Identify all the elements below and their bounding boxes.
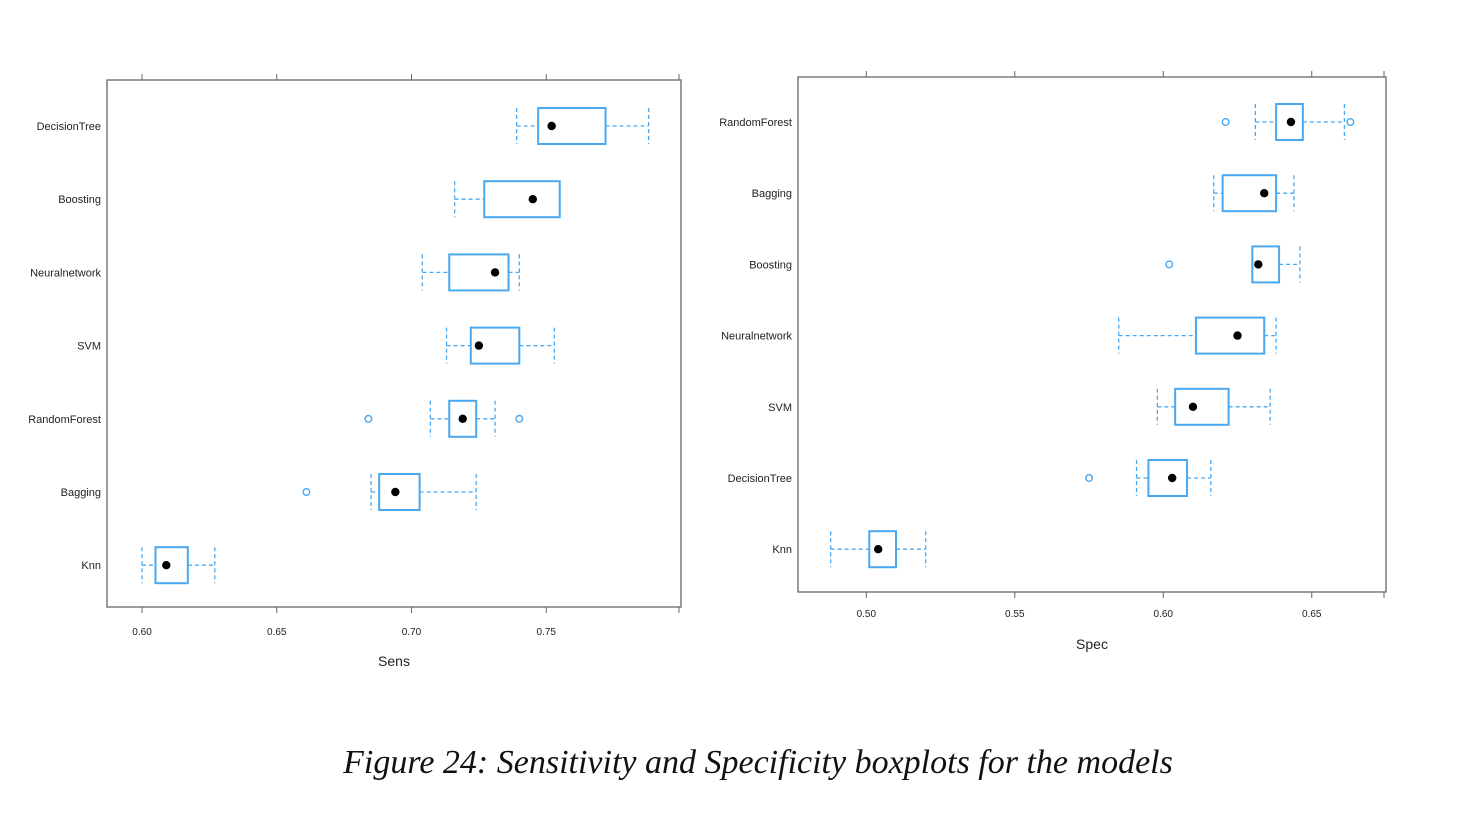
iqr-box bbox=[1147, 459, 1189, 497]
iqr-box bbox=[378, 473, 421, 511]
median-dot bbox=[873, 545, 883, 554]
iqr-box bbox=[1275, 103, 1304, 141]
iqr-box bbox=[483, 180, 561, 219]
sensitivity-boxplot-panel: 0.60 0.65 0.70 0.75 Sens DecisionTree Boosting… bbox=[28, 74, 682, 669]
x-axis-title: Spec bbox=[1076, 636, 1108, 652]
boxplot-decisiontree: DecisionTree bbox=[37, 107, 650, 145]
boxplot-boosting: Boosting bbox=[58, 180, 561, 219]
iqr-box bbox=[469, 326, 521, 365]
outlier-point bbox=[364, 414, 373, 423]
boxplot-decisiontree: DecisionTree bbox=[728, 459, 1212, 497]
boxplot-bagging: Bagging bbox=[752, 174, 1295, 213]
iqr-box bbox=[1251, 245, 1281, 284]
median-dot bbox=[1254, 260, 1263, 269]
median-dot bbox=[458, 414, 467, 423]
median-dot bbox=[162, 561, 171, 570]
boxplot-randomforest: RandomForest bbox=[719, 103, 1355, 141]
median-dot bbox=[391, 487, 400, 497]
x-tick-label: 0.75 bbox=[537, 627, 557, 638]
iqr-box bbox=[1221, 174, 1278, 213]
category-label: SVM bbox=[77, 341, 101, 353]
iqr-box bbox=[154, 546, 189, 585]
median-dot bbox=[490, 268, 500, 277]
plot-frame bbox=[797, 76, 1387, 593]
boxplot-randomforest: RandomForest bbox=[28, 399, 524, 438]
median-dot bbox=[1188, 402, 1198, 411]
boxplot-boosting: Boosting bbox=[749, 245, 1301, 284]
specificity-boxplot-panel: 0.50 0.55 0.60 0.65 Spec RandomForest Bagging B… bbox=[719, 71, 1387, 652]
figure-caption: Figure 24: Sensitivity and Specificity b… bbox=[343, 744, 1173, 781]
plot-frame bbox=[106, 79, 682, 608]
category-label: DecisionTree bbox=[728, 473, 792, 485]
category-label: Boosting bbox=[749, 259, 792, 271]
median-dot bbox=[1286, 117, 1296, 127]
category-label: Knn bbox=[772, 544, 792, 556]
boxplot-svm: SVM bbox=[77, 326, 555, 365]
category-label: DecisionTree bbox=[37, 121, 101, 133]
iqr-box bbox=[537, 107, 607, 145]
median-dot bbox=[1167, 473, 1177, 483]
x-tick-label: 0.50 bbox=[857, 609, 877, 620]
outlier-point bbox=[1165, 260, 1174, 269]
boxplot-svm: SVM bbox=[768, 387, 1271, 426]
outlier-point bbox=[1346, 117, 1355, 126]
category-label: Boosting bbox=[58, 194, 101, 206]
x-tick-label: 0.60 bbox=[1154, 609, 1174, 620]
median-dot bbox=[1260, 189, 1269, 198]
outlier-point bbox=[1085, 474, 1094, 483]
category-label: RandomForest bbox=[28, 414, 101, 426]
x-tick-label: 0.60 bbox=[132, 627, 152, 638]
boxplot-neuralnetwork: Neuralnetwork bbox=[30, 253, 520, 292]
boxplot-knn: Knn bbox=[81, 546, 216, 585]
outlier-point bbox=[515, 414, 524, 423]
median-dot bbox=[528, 195, 537, 204]
iqr-box bbox=[1194, 316, 1266, 355]
median-dot bbox=[1233, 331, 1242, 340]
x-tick-label: 0.65 bbox=[267, 627, 287, 638]
category-label: RandomForest bbox=[719, 117, 792, 129]
outlier-point bbox=[302, 488, 311, 497]
boxplot-knn: Knn bbox=[772, 530, 927, 569]
x-tick-label: 0.70 bbox=[402, 627, 422, 638]
category-label: Knn bbox=[81, 560, 101, 572]
median-dot bbox=[547, 121, 556, 131]
boxplot-bagging: Bagging bbox=[61, 473, 477, 511]
category-label: Neuralnetwork bbox=[30, 267, 101, 279]
iqr-box bbox=[1174, 387, 1230, 426]
category-label: SVM bbox=[768, 402, 792, 414]
x-tick-label: 0.65 bbox=[1302, 609, 1322, 620]
iqr-box bbox=[448, 253, 510, 292]
category-label: Neuralnetwork bbox=[721, 331, 792, 343]
iqr-box bbox=[448, 399, 478, 438]
median-dot bbox=[474, 341, 484, 350]
iqr-box bbox=[868, 530, 897, 569]
x-tick-label: 0.55 bbox=[1005, 609, 1025, 620]
category-label: Bagging bbox=[752, 188, 792, 200]
outlier-point bbox=[1221, 117, 1230, 126]
boxplot-neuralnetwork: Neuralnetwork bbox=[721, 316, 1277, 355]
category-label: Bagging bbox=[61, 487, 101, 499]
x-axis-title: Sens bbox=[378, 653, 410, 669]
